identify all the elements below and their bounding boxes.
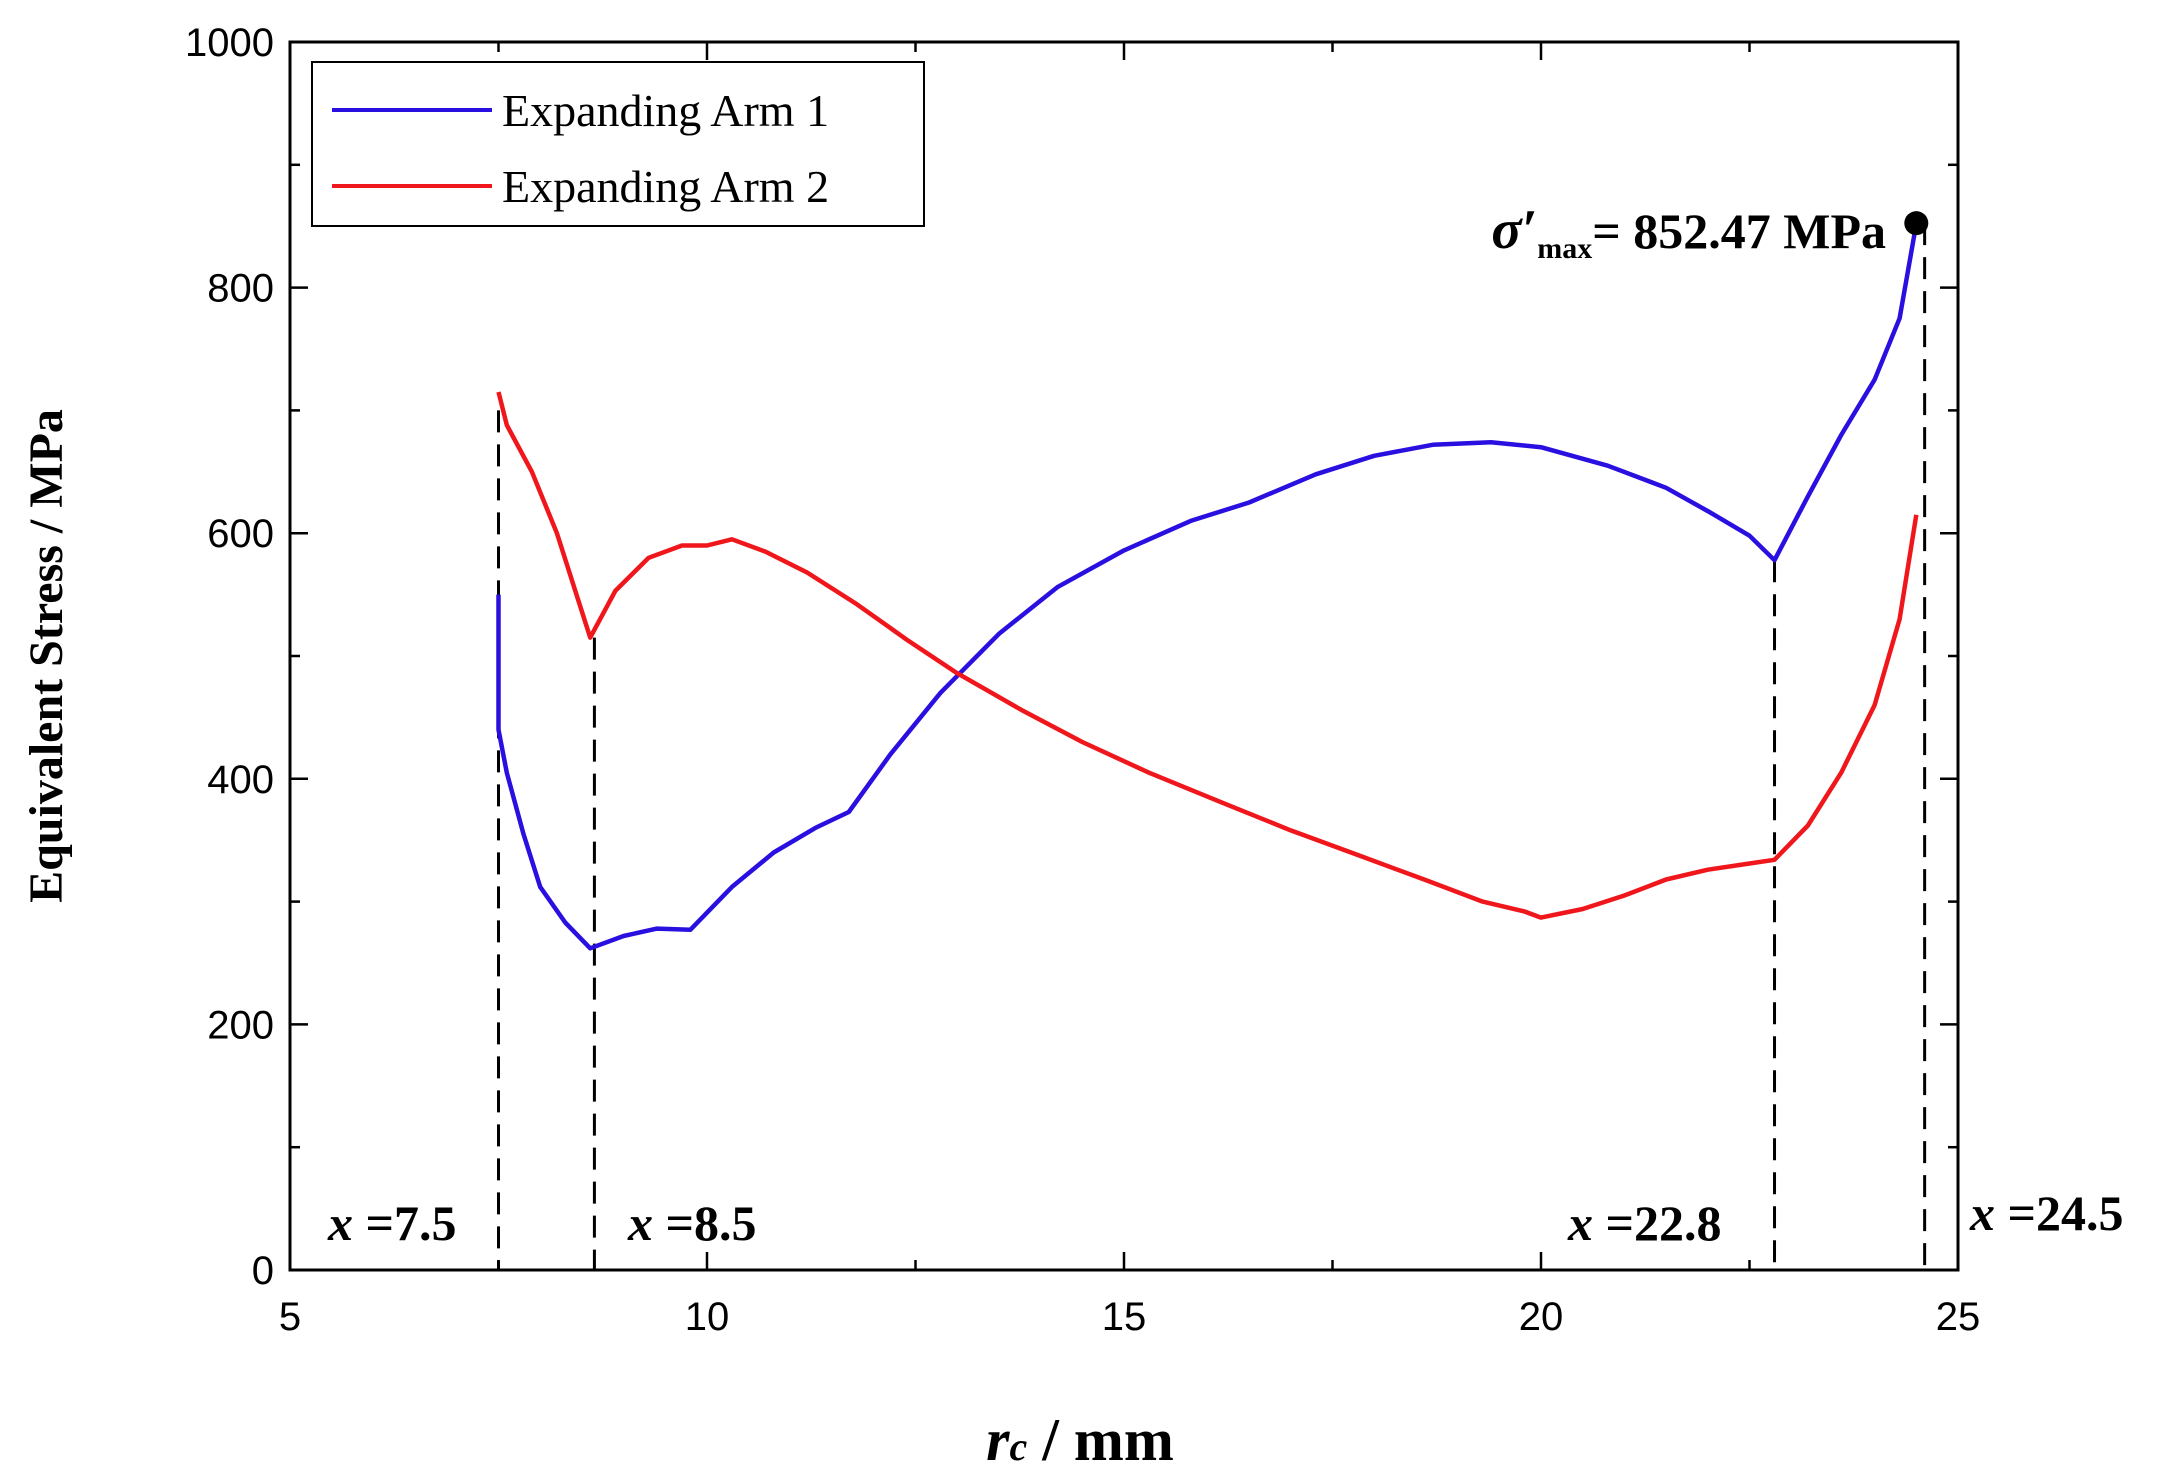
y-tick-label: 400 (207, 758, 274, 802)
y-axis-title: Equivalent Stress / MPa (20, 409, 73, 903)
y-tick-label: 200 (207, 1003, 274, 1047)
max-stress-symbol: σ′ (1491, 199, 1537, 261)
y-tick-label: 800 (207, 267, 274, 311)
x-tick-label: 15 (1102, 1295, 1147, 1339)
y-tick-label: 1000 (185, 21, 274, 65)
max-stress-marker (1904, 211, 1929, 236)
series-line-arm-1 (496, 223, 1919, 951)
plot-frame (288, 40, 1960, 1272)
vline-label-1-value: =7.5 (353, 1195, 457, 1251)
vline-label-4: x =24.5 (1969, 1185, 2124, 1241)
reference-lines (497, 223, 1927, 1270)
x-tick-label: 25 (1936, 1295, 1981, 1339)
vline-label-4-value: =24.5 (1995, 1185, 2124, 1241)
x-axis-title: rc / mm (986, 1407, 1174, 1473)
vline-label-1: x =7.5 (327, 1195, 457, 1251)
vline-label-4-var: x (1969, 1185, 1995, 1241)
tick-labels: 5 10 15 20 25 0 200 400 600 800 1000 (185, 21, 1980, 1339)
vline-label-2: x =8.5 (627, 1195, 757, 1251)
y-tick-label: 600 (207, 512, 274, 556)
legend-label-arm-2: Expanding Arm 2 (502, 161, 829, 212)
legend-box (311, 61, 925, 227)
vline-label-1-var: x (327, 1195, 353, 1251)
x-tick-label: 5 (279, 1295, 301, 1339)
max-stress-label: σ′max= 852.47 MPa (1491, 199, 1886, 265)
series-lines (496, 223, 1919, 951)
max-stress-sub: max (1537, 232, 1592, 265)
series-line-arm-2 (496, 391, 1919, 920)
x-tick-label: 10 (685, 1295, 730, 1339)
y-tick-label: 0 (252, 1249, 274, 1293)
max-stress-value: = 852.47 MPa (1592, 203, 1886, 259)
x-tick-label: 20 (1519, 1295, 1564, 1339)
legend-label-arm-1: Expanding Arm 1 (502, 85, 829, 136)
x-axis-title-var: r (986, 1407, 1010, 1473)
vline-label-3-var: x (1567, 1195, 1593, 1251)
vline-label-3-value: =22.8 (1593, 1195, 1722, 1251)
vline-label-3: x =22.8 (1567, 1195, 1722, 1251)
x-axis-title-unit: / mm (1027, 1407, 1174, 1473)
x-axis-title-sub: c (1009, 1424, 1027, 1469)
vline-label-2-var: x (627, 1195, 653, 1251)
vline-label-2-value: =8.5 (653, 1195, 757, 1251)
legend: Expanding Arm 1 Expanding Arm 2 (311, 61, 925, 227)
